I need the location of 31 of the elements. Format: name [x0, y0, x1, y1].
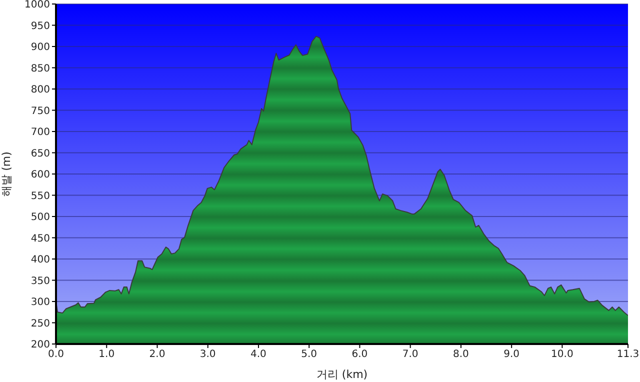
- y-tick-label: 800: [30, 84, 50, 96]
- y-tick-label: 500: [30, 212, 50, 224]
- y-axis-title: 해발 (m): [0, 152, 13, 196]
- y-tick-label: 600: [30, 170, 50, 181]
- y-tick-label: 200: [30, 340, 50, 351]
- y-tick-label: 250: [30, 318, 50, 330]
- y-tick-label: 350: [30, 276, 50, 287]
- y-tick-label: 1000: [24, 0, 50, 11]
- y-tick-label: 700: [30, 127, 50, 138]
- y-tick-label: 950: [30, 20, 50, 32]
- x-tick-label: 6.0: [352, 349, 368, 360]
- x-tick-label: 3.0: [200, 349, 216, 360]
- y-tick-label: 850: [30, 63, 50, 74]
- x-tick-label: 10.0: [551, 349, 574, 360]
- x-tick-label: 2.0: [149, 349, 166, 360]
- x-tick-label: 7.0: [402, 349, 418, 360]
- x-tick-label: 4.0: [250, 349, 266, 360]
- x-axis-title: 거리 (km): [316, 368, 368, 381]
- x-tick-label: 11.3: [616, 349, 640, 360]
- y-tick-label: 900: [30, 42, 50, 54]
- x-tick-label: 9.0: [504, 349, 520, 360]
- y-tick-label: 550: [30, 190, 50, 202]
- x-tick-label: 0.0: [48, 349, 64, 360]
- x-tick-label: 1.0: [98, 349, 115, 360]
- y-tick-label: 300: [30, 297, 50, 308]
- y-tick-label: 650: [30, 148, 50, 160]
- y-tick-label: 400: [30, 254, 50, 266]
- y-tick-label: 450: [30, 233, 50, 244]
- y-tick-label: 750: [30, 106, 50, 117]
- x-tick-label: 8.0: [453, 349, 469, 360]
- x-tick-label: 5.0: [301, 349, 318, 360]
